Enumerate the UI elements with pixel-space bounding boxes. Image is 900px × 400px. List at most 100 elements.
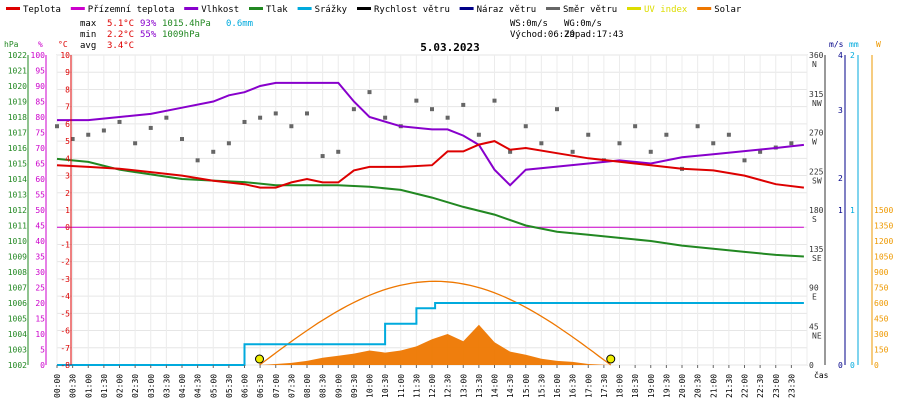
tick-label-w: 1500 — [874, 206, 893, 215]
stat-max-label: max — [80, 19, 97, 29]
x-axis-label: čas — [814, 370, 829, 380]
x-tick-label: 16:30 — [569, 374, 578, 398]
legend-item: Srážky — [297, 5, 348, 15]
legend-swatch — [459, 7, 474, 10]
tick-label-temp: -8 — [60, 361, 70, 370]
tick-label-hpa: 1007 — [8, 284, 27, 293]
legend-item: Směr větru — [546, 5, 617, 15]
legend-label: Vlhkost — [201, 5, 239, 15]
stat-max-temp: 5.1°C — [107, 19, 134, 29]
wind-dir-point — [148, 125, 153, 130]
tick-label-temp: -5 — [60, 309, 70, 318]
tick-label-w: 0 — [874, 361, 879, 370]
tick-label-pct: 75 — [35, 129, 45, 138]
series-solar-max — [259, 280, 612, 366]
legend-item: Přízemní teplota — [70, 5, 175, 15]
x-tick-label: 03:30 — [162, 374, 171, 398]
wind-dir-point — [101, 128, 106, 133]
legend-label: Teplota — [23, 5, 61, 15]
x-tick-label: 21:30 — [725, 374, 734, 398]
wind-dir-point — [320, 154, 325, 159]
x-tick-label: 10:00 — [366, 374, 375, 398]
tick-label-hpa: 1021 — [8, 67, 27, 76]
tick-label-temp: 10 — [60, 51, 70, 60]
tick-label-pct: 90 — [35, 82, 45, 91]
x-tick-label: 21:00 — [709, 374, 718, 398]
tick-label-pct: 30 — [35, 268, 45, 277]
stat-avg-label: avg — [80, 41, 96, 51]
tick-label-hpa: 1002 — [8, 361, 27, 370]
tick-label-ms: 4 — [838, 51, 843, 60]
tick-label-w: 900 — [874, 268, 889, 277]
x-tick-label: 06:00 — [241, 374, 250, 398]
tick-label-ms: 1 — [838, 206, 843, 215]
tick-label-dir-deg: 135 — [809, 245, 824, 254]
tick-label-temp: -3 — [60, 275, 70, 284]
tick-label-mm: 2 — [850, 51, 855, 60]
tick-label-hpa: 1018 — [8, 113, 27, 122]
tick-label-ms: 2 — [838, 174, 843, 183]
tick-label-dir-name: NE — [812, 331, 822, 340]
wind-dir-point — [523, 124, 528, 129]
tick-label-hpa: 1005 — [8, 315, 27, 324]
tick-label-dir-deg: 360 — [809, 51, 824, 60]
wind-dir-point — [742, 158, 747, 163]
wind-dir-point — [617, 141, 622, 146]
wind-dir-point — [430, 107, 434, 112]
tick-label-pct: 65 — [35, 160, 45, 169]
x-tick-label: 11:30 — [412, 374, 421, 398]
tick-label-dir-name: S — [812, 215, 817, 224]
legend-swatch — [249, 7, 263, 10]
stat-min-press: 1009hPa — [162, 30, 200, 40]
tick-label-hpa: 1017 — [8, 129, 27, 138]
wind-dir-point — [492, 98, 497, 103]
wind-dir-point — [555, 107, 559, 112]
tick-label-w: 150 — [874, 346, 889, 355]
tick-label-ms: 3 — [838, 106, 843, 115]
wind-dir-point — [117, 119, 122, 124]
wind-dir-point — [86, 132, 91, 137]
wind-dir-point — [133, 141, 138, 146]
tick-label-w: 1050 — [874, 253, 893, 262]
x-tick-label: 15:30 — [537, 374, 546, 398]
wind-dir-point — [414, 98, 419, 103]
wind-dir-point — [351, 107, 356, 112]
tick-label-temp: -1 — [60, 240, 70, 249]
x-tick-label: 20:00 — [678, 374, 687, 398]
stat-min-temp: 2.2°C — [107, 30, 134, 40]
legend-swatch — [70, 7, 85, 10]
series-solar — [260, 324, 611, 365]
legend-item: Solar — [697, 5, 742, 15]
wind-dir-point — [242, 119, 247, 124]
series-temp — [56, 140, 805, 189]
x-tick-label: 18:30 — [631, 374, 640, 398]
tick-label-temp: 6 — [65, 120, 70, 129]
tick-label-dir-deg: 225 — [809, 167, 824, 176]
tick-label-dir-deg: 315 — [809, 90, 824, 99]
wind-dir-point — [70, 137, 75, 142]
tick-label-temp: 7 — [65, 103, 70, 112]
wind-dir-point — [570, 149, 575, 154]
wind-dir-point — [758, 149, 763, 154]
wind-dir-point — [461, 102, 466, 107]
wind-dir-point — [476, 132, 481, 137]
tick-label-dir-name: W — [812, 138, 817, 147]
x-tick-label: 00:00 — [53, 374, 62, 398]
legend-label: Solar — [714, 5, 742, 15]
axis-unit-w: W — [876, 40, 881, 49]
tick-label-hpa: 1009 — [8, 253, 27, 262]
tick-label-hpa: 1008 — [8, 268, 27, 277]
tick-label-pct: 60 — [35, 175, 45, 184]
wind-dir-point — [633, 124, 638, 129]
x-tick-label: 12:30 — [444, 374, 453, 398]
info-sunrise: Východ:06:29 — [510, 30, 575, 40]
stats-block: max 5.1°C 93% 1015.4hPa 0.6mm min 2.2°C … — [80, 19, 253, 51]
x-tick-label: 15:00 — [522, 374, 531, 398]
tick-label-dir-name: SE — [812, 254, 822, 263]
tick-label-temp: 3 — [65, 172, 70, 181]
wind-dir-point — [711, 141, 716, 146]
legend-label: Tlak — [266, 5, 288, 15]
x-tick-label: 01:00 — [84, 374, 93, 398]
x-tick-label: 14:00 — [491, 374, 500, 398]
wind-dir-point — [383, 115, 388, 120]
